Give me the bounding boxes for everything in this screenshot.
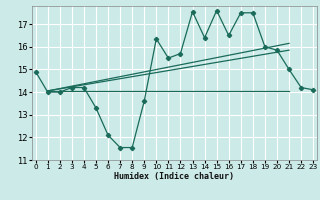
X-axis label: Humidex (Indice chaleur): Humidex (Indice chaleur): [115, 172, 234, 181]
